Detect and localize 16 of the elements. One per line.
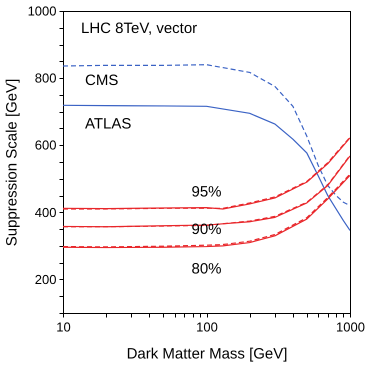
series-label: 80%	[191, 260, 222, 278]
y-tick-label: 200	[34, 272, 56, 287]
x-axis-title: Dark Matter Mass [GeV]	[126, 346, 288, 362]
y-tick-label: 400	[34, 204, 56, 220]
y-tick-label: 800	[34, 70, 56, 86]
annotation: LHC 8TeV, vector	[81, 20, 198, 37]
y-tick-label: 600	[34, 138, 56, 153]
x-tick-label: 1000	[336, 320, 365, 334]
x-tick-label: 10	[56, 320, 71, 334]
series-label: CMS	[85, 72, 118, 90]
series-label: 95%	[191, 184, 222, 201]
x-tick-label: 100	[196, 320, 218, 334]
y-tick-label: 1000	[28, 4, 56, 18]
y-axis-title: Suppression Scale [GeV]	[4, 78, 21, 246]
series-label: 90%	[191, 221, 222, 238]
series-label: ATLAS	[85, 115, 132, 132]
